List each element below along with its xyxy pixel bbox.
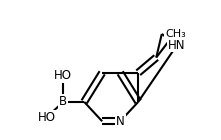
Text: HO: HO (38, 111, 56, 124)
Text: B: B (59, 95, 67, 108)
Text: HO: HO (54, 69, 72, 82)
Text: HN: HN (168, 38, 186, 52)
Text: N: N (116, 115, 125, 128)
Text: CH₃: CH₃ (165, 29, 186, 39)
